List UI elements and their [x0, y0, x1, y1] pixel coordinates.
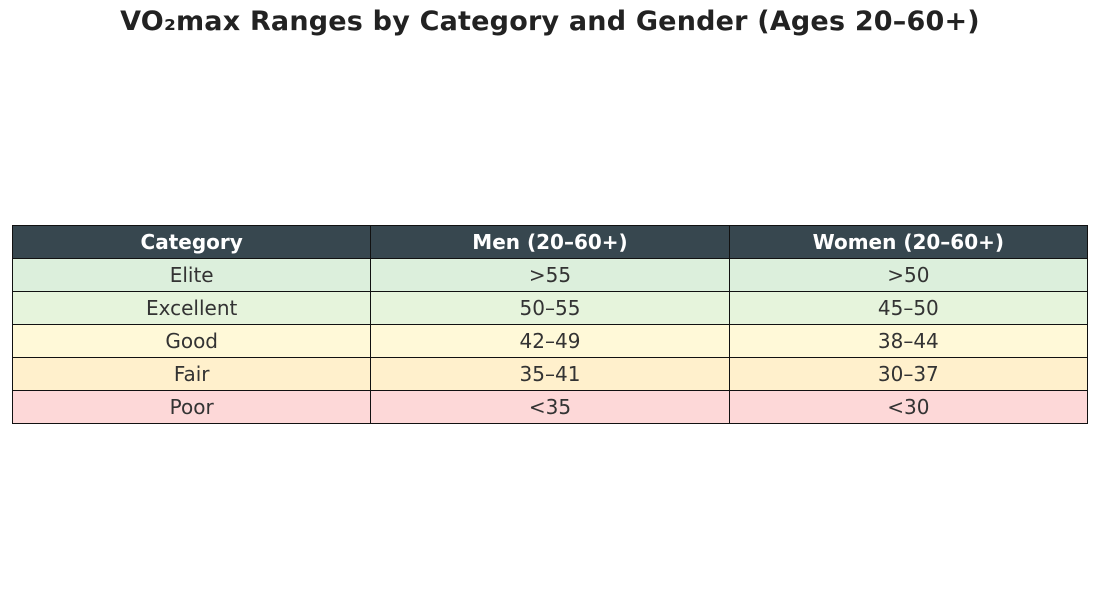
- table-row: Elite >55 >50: [11, 258, 1089, 292]
- column-header-men: Men (20–60+): [370, 225, 730, 259]
- category-cell: Poor: [11, 390, 372, 424]
- women-value-cell: >50: [728, 258, 1089, 292]
- table-header-row: Category Men (20–60+) Women (20–60+): [11, 225, 1089, 259]
- category-cell: Fair: [11, 357, 372, 391]
- category-cell: Good: [11, 324, 372, 358]
- category-cell: Excellent: [11, 291, 372, 325]
- men-value-cell: 42–49: [370, 324, 730, 358]
- chart-title: VO₂max Ranges by Category and Gender (Ag…: [120, 6, 980, 37]
- column-header-category: Category: [11, 225, 372, 259]
- men-value-cell: 35–41: [370, 357, 730, 391]
- table-row: Fair 35–41 30–37: [11, 357, 1089, 391]
- table-row: Good 42–49 38–44: [11, 324, 1089, 358]
- vo2max-table: Category Men (20–60+) Women (20–60+) Eli…: [11, 225, 1089, 424]
- men-value-cell: 50–55: [370, 291, 730, 325]
- women-value-cell: 30–37: [728, 357, 1089, 391]
- table-body: Elite >55 >50 Excellent 50–55 45–50 Good 42–49 3…: [11, 258, 1089, 424]
- table-row: Poor <35 <30: [11, 390, 1089, 424]
- table-row: Excellent 50–55 45–50: [11, 291, 1089, 325]
- women-value-cell: 45–50: [728, 291, 1089, 325]
- column-header-women: Women (20–60+): [728, 225, 1089, 259]
- women-value-cell: <30: [728, 390, 1089, 424]
- vo2max-table-container: Category Men (20–60+) Women (20–60+) Eli…: [11, 225, 1089, 424]
- category-cell: Elite: [11, 258, 372, 292]
- men-value-cell: >55: [370, 258, 730, 292]
- men-value-cell: <35: [370, 390, 730, 424]
- women-value-cell: 38–44: [728, 324, 1089, 358]
